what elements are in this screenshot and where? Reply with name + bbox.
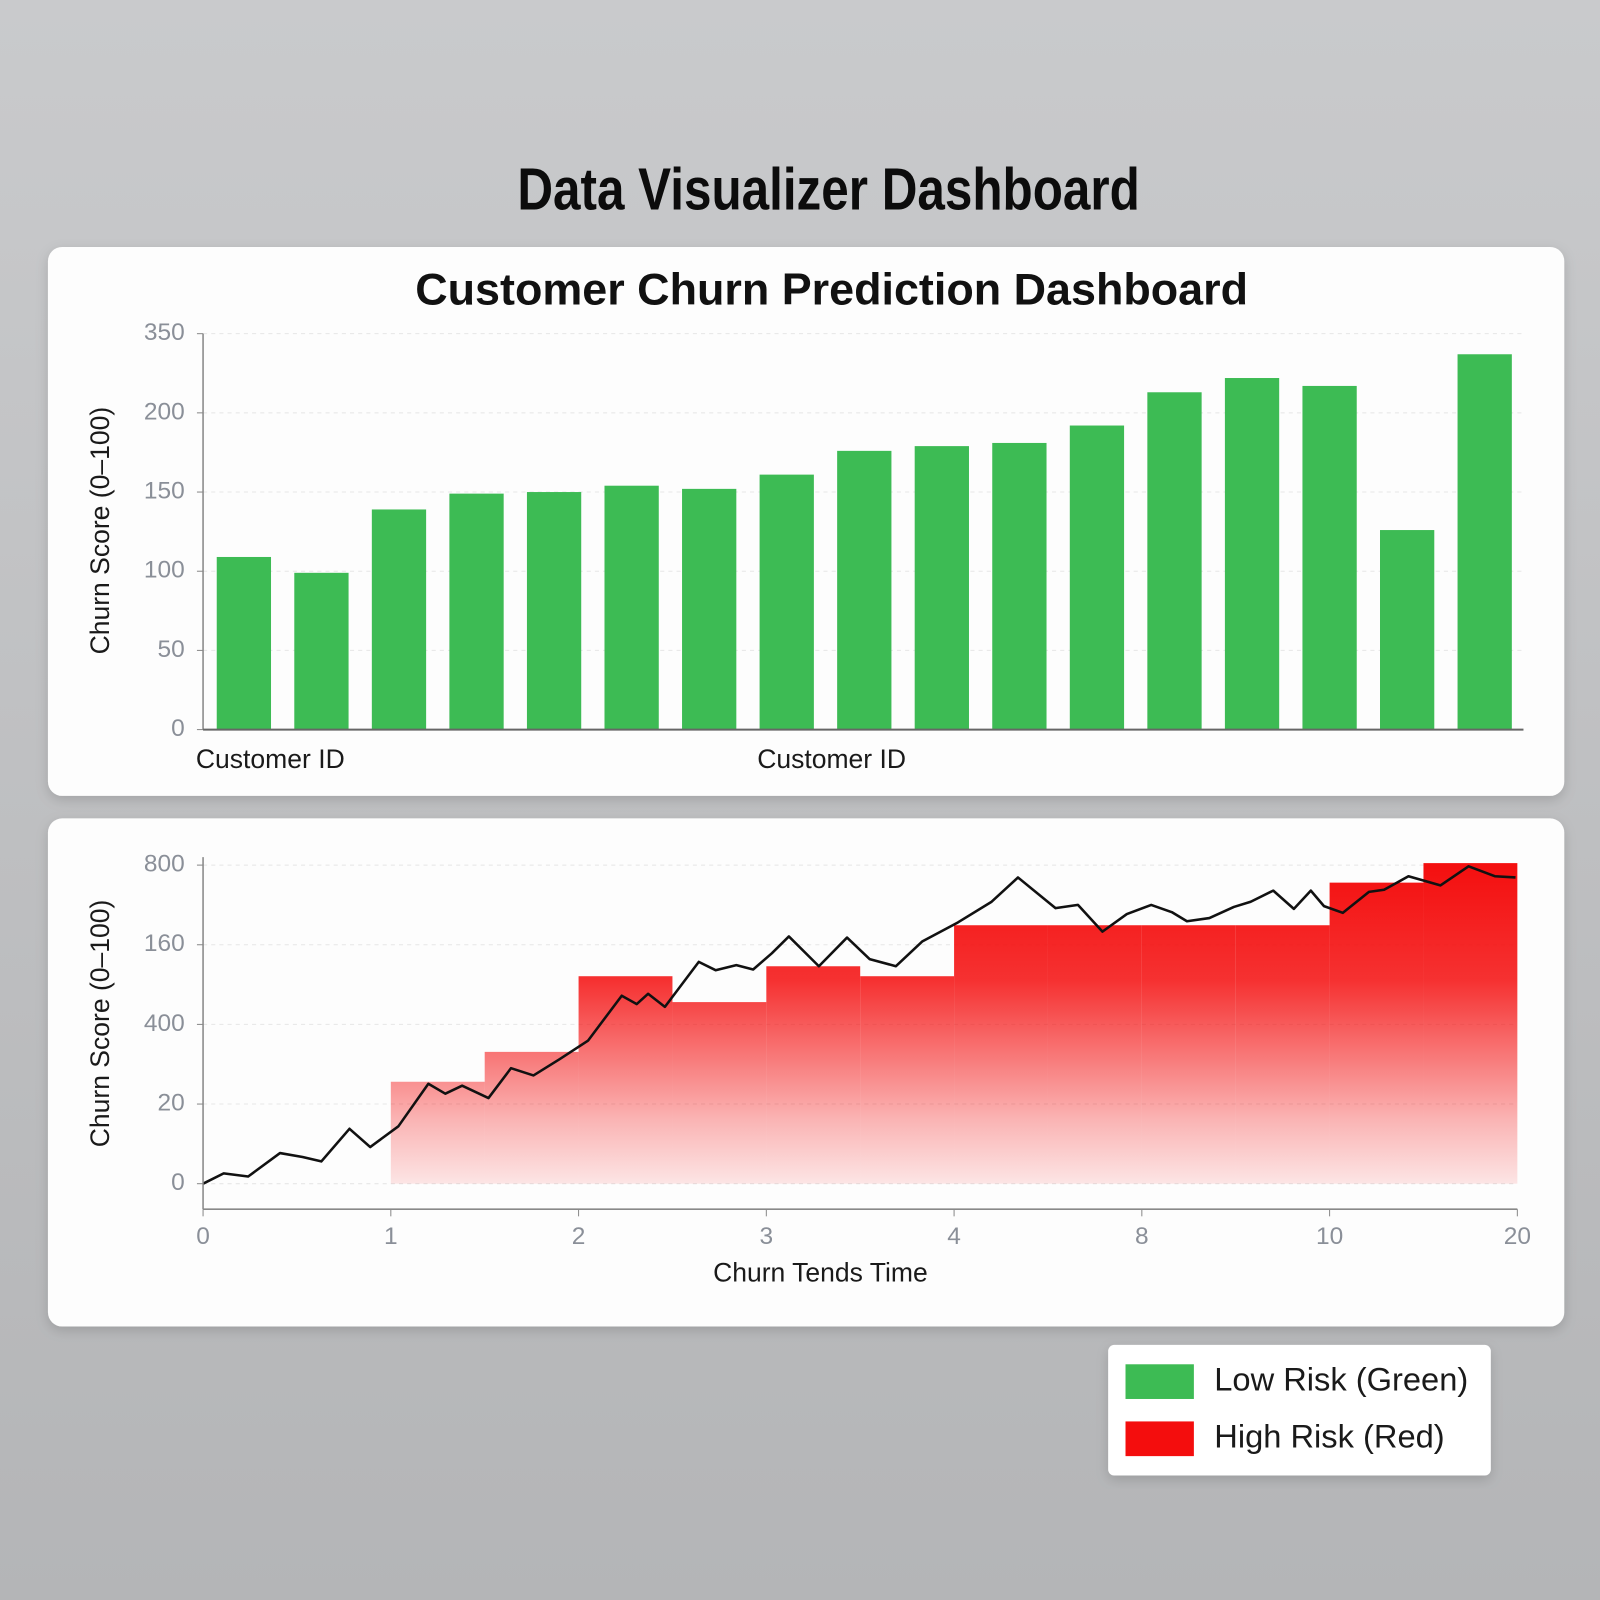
y-tick-label: 400 xyxy=(144,1010,185,1037)
bar xyxy=(1380,530,1435,730)
legend-swatch xyxy=(1125,1421,1194,1457)
bar xyxy=(1457,354,1512,730)
legend-swatch xyxy=(1125,1364,1194,1399)
histogram-bar xyxy=(1423,863,1518,1184)
y-tick-label: 800 xyxy=(144,851,185,878)
x-tick-label: 4 xyxy=(947,1223,961,1250)
legend-label: Low Risk (Green) xyxy=(1214,1360,1468,1397)
x-tick-label: 0 xyxy=(196,1223,210,1250)
bar xyxy=(371,509,427,730)
histogram-bar xyxy=(1141,925,1236,1184)
y-tick-label: 0 xyxy=(171,1169,185,1196)
histogram-bar xyxy=(578,976,673,1184)
bar xyxy=(294,572,349,730)
bar xyxy=(1224,378,1280,730)
y-tick-label: 50 xyxy=(157,636,184,663)
chart-title: Customer Churn Prediction Dashboard xyxy=(415,264,1248,315)
histogram-bar xyxy=(1235,925,1330,1184)
histogram-bar xyxy=(1329,882,1424,1184)
trend-line xyxy=(202,865,1516,1185)
x-tick-label: 1 xyxy=(384,1223,398,1250)
bar xyxy=(914,446,969,730)
bar xyxy=(992,442,1047,730)
bar xyxy=(1302,385,1357,730)
x-tick-label: 10 xyxy=(1316,1223,1343,1250)
y-axis-label: Churn Score (0–100) xyxy=(85,407,115,655)
bar xyxy=(526,492,582,730)
histogram-bar xyxy=(484,1051,579,1184)
x-tick-label: 8 xyxy=(1135,1223,1149,1250)
histogram-bar xyxy=(1047,925,1142,1184)
histogram-bar xyxy=(954,925,1048,1184)
bar xyxy=(837,450,892,730)
histogram-bar xyxy=(860,976,955,1184)
x-tick-label: 20 xyxy=(1504,1223,1531,1250)
y-tick-label: 200 xyxy=(144,398,185,425)
bar xyxy=(759,474,814,730)
y-tick-label: 160 xyxy=(144,930,185,957)
bar xyxy=(682,488,737,730)
legend-label: High Risk (Red) xyxy=(1214,1417,1444,1454)
page-title: Data Visualizer Dashboard xyxy=(517,156,1139,223)
y-tick-label: 100 xyxy=(144,557,185,584)
bar xyxy=(604,485,659,730)
bar xyxy=(449,493,504,730)
x-axis-label: Churn Tends Time xyxy=(713,1258,928,1288)
y-tick-label: 150 xyxy=(144,478,185,505)
legend-box xyxy=(1108,1344,1491,1476)
x-tick-label: 3 xyxy=(760,1223,774,1250)
histogram-bar xyxy=(766,966,861,1184)
bar xyxy=(1069,425,1125,730)
histogram-bar xyxy=(390,1081,485,1184)
y-axis-label: Churn Score (0–100) xyxy=(85,900,115,1148)
bar xyxy=(1147,392,1202,730)
x-axis-label: Customer ID xyxy=(196,744,345,774)
y-tick-label: 350 xyxy=(144,319,185,346)
bar xyxy=(216,556,272,730)
x-axis-label: Customer ID xyxy=(757,744,906,774)
histogram-bar xyxy=(672,1002,767,1184)
y-tick-label: 20 xyxy=(157,1090,184,1117)
y-tick-label: 0 xyxy=(171,715,185,742)
x-tick-label: 2 xyxy=(572,1223,586,1250)
